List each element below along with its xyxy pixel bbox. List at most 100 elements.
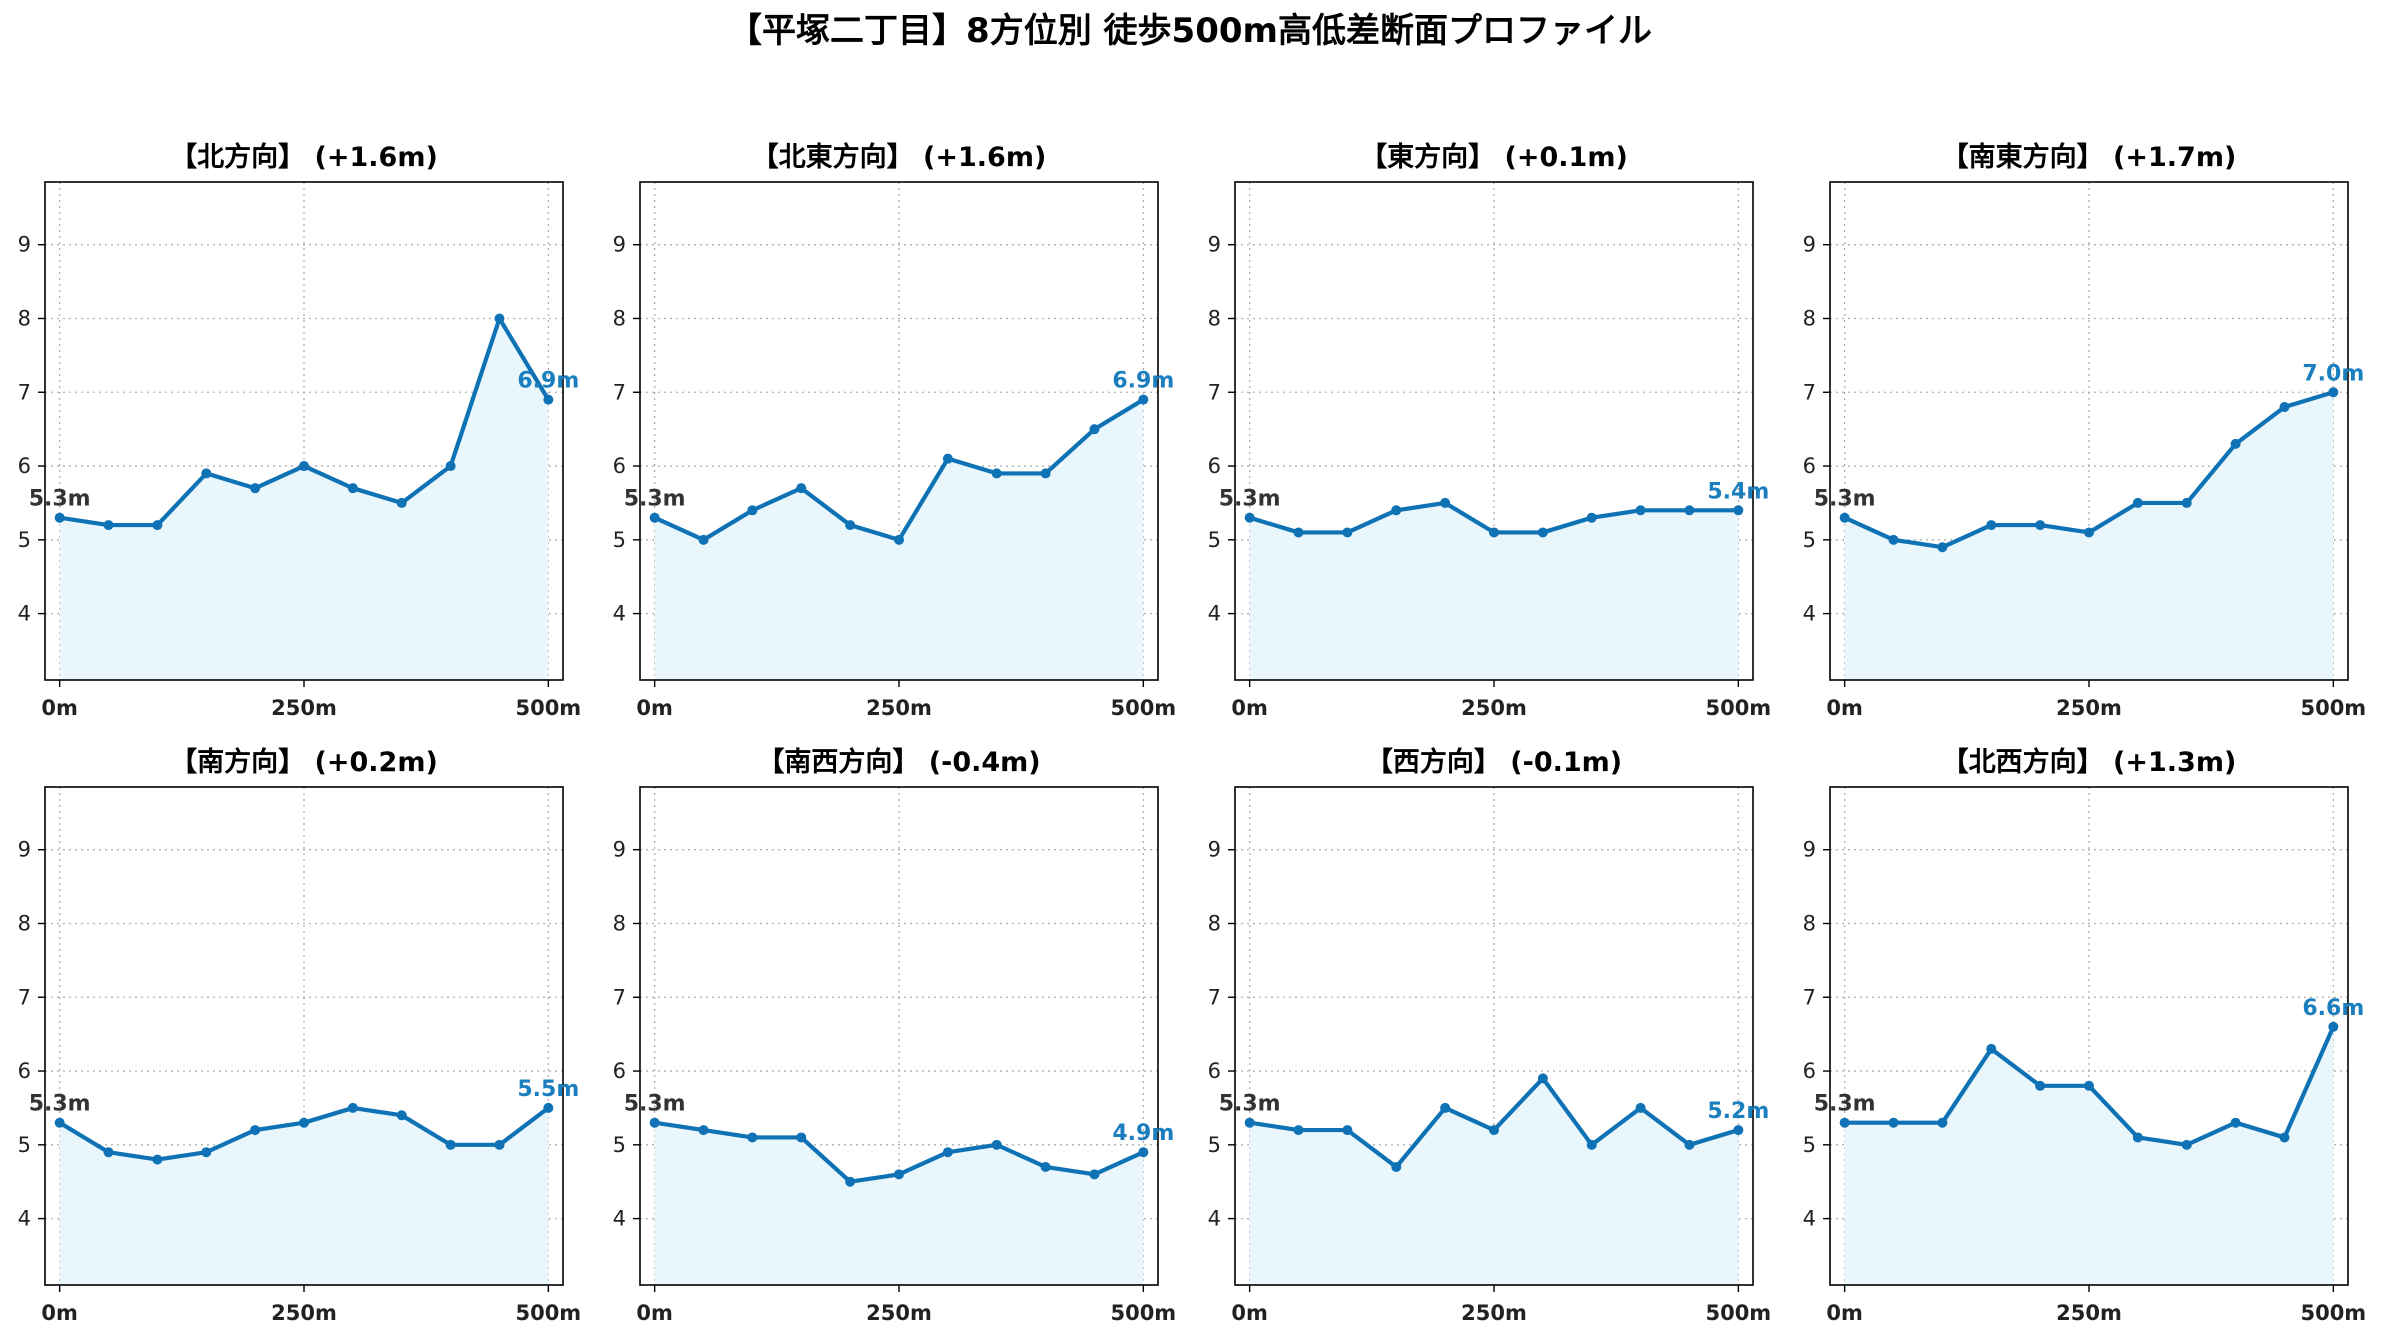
x-tick-label: 0m xyxy=(1826,696,1863,720)
data-point xyxy=(894,1169,904,1180)
panel-title: 【西方向】 (-0.1m) xyxy=(1366,746,1622,778)
start-value-label: 5.3m xyxy=(624,1092,686,1117)
y-tick-label: 4 xyxy=(1208,602,1221,626)
y-tick-label: 5 xyxy=(1208,1133,1221,1157)
data-point xyxy=(1635,505,1646,516)
data-point xyxy=(942,1147,953,1158)
data-point xyxy=(1040,1161,1051,1172)
data-point xyxy=(845,1176,856,1187)
data-point xyxy=(2084,1080,2094,1091)
start-value-label: 5.3m xyxy=(624,487,686,512)
end-value-label: 6.9m xyxy=(517,369,579,394)
data-point xyxy=(1888,534,1899,545)
panel-5: 【南方向】 (+0.2m) 0m 250m 500m 4 5 6 7 8 9 5.3m 5.5m xyxy=(18,746,582,1325)
data-point xyxy=(649,1117,660,1128)
y-tick-label: 9 xyxy=(613,838,626,862)
data-point xyxy=(2328,1021,2339,1032)
x-tick-label: 250m xyxy=(271,1301,337,1325)
data-point xyxy=(1888,1117,1899,1128)
panel-title: 【南方向】 (+0.2m) xyxy=(170,746,438,778)
panel-3: 【東方向】 (+0.1m) 0m 250m 500m 4 5 6 7 8 9 5.3m 5.4m xyxy=(1208,141,1772,720)
data-point xyxy=(2181,497,2192,508)
x-tick-label: 500m xyxy=(515,696,581,720)
y-tick-label: 9 xyxy=(1208,233,1221,257)
data-point xyxy=(2230,1117,2241,1128)
y-tick-label: 7 xyxy=(1208,380,1221,404)
data-point xyxy=(1342,527,1353,538)
data-point xyxy=(649,512,660,523)
y-tick-label: 8 xyxy=(1208,306,1221,330)
y-tick-label: 6 xyxy=(613,454,626,478)
data-point xyxy=(445,461,456,472)
end-value-label: 6.9m xyxy=(1112,369,1174,394)
data-point xyxy=(1293,1125,1304,1136)
data-point xyxy=(1537,1073,1548,1084)
y-tick-label: 8 xyxy=(18,911,31,935)
panel-6: 【南西方向】 (-0.4m) 0m 250m 500m 4 5 6 7 8 9 5.3m 4.9m xyxy=(613,746,1177,1325)
data-point xyxy=(698,534,709,545)
y-tick-label: 4 xyxy=(1803,1207,1816,1231)
data-point xyxy=(1293,527,1304,538)
data-point xyxy=(1733,1125,1744,1136)
data-point xyxy=(347,1102,358,1113)
data-point xyxy=(1391,505,1402,516)
end-value-label: 5.4m xyxy=(1707,479,1769,504)
elevation-area xyxy=(59,318,549,680)
x-tick-label: 250m xyxy=(866,696,932,720)
panel-7: 【西方向】 (-0.1m) 0m 250m 500m 4 5 6 7 8 9 5.3m 5.2m xyxy=(1208,746,1772,1325)
data-point xyxy=(494,313,505,324)
panel-8: 【北西方向】 (+1.3m) 0m 250m 500m 4 5 6 7 8 9 5.3m 6.6m xyxy=(1803,746,2367,1325)
data-point xyxy=(942,453,953,464)
data-point xyxy=(54,1117,65,1128)
elevation-area xyxy=(654,1122,1144,1285)
data-point xyxy=(2132,1132,2143,1143)
data-point xyxy=(1537,527,1548,538)
data-point xyxy=(698,1125,709,1136)
start-value-label: 5.3m xyxy=(29,1092,91,1117)
y-tick-label: 4 xyxy=(1803,602,1816,626)
y-tick-label: 4 xyxy=(18,1207,31,1231)
elevation-area xyxy=(1249,1078,1739,1285)
data-point xyxy=(747,505,758,516)
y-tick-label: 7 xyxy=(1803,380,1816,404)
x-tick-label: 500m xyxy=(1110,1301,1176,1325)
y-tick-label: 5 xyxy=(613,1133,626,1157)
data-point xyxy=(2279,402,2290,413)
data-point xyxy=(1986,520,1997,531)
data-point xyxy=(347,483,358,494)
x-tick-label: 250m xyxy=(271,696,337,720)
data-point xyxy=(796,483,807,494)
panel-title: 【南東方向】 (+1.7m) xyxy=(1942,141,2237,173)
data-point xyxy=(1244,512,1255,523)
y-tick-label: 8 xyxy=(18,306,31,330)
x-tick-label: 500m xyxy=(1705,1301,1771,1325)
start-value-label: 5.3m xyxy=(1219,1092,1281,1117)
y-tick-label: 5 xyxy=(18,1133,31,1157)
data-point xyxy=(1684,505,1695,516)
y-tick-label: 9 xyxy=(1803,233,1816,257)
panel-title: 【南西方向】 (-0.4m) xyxy=(757,746,1040,778)
y-tick-label: 8 xyxy=(613,306,626,330)
x-tick-label: 500m xyxy=(2300,1301,2366,1325)
y-tick-label: 5 xyxy=(1208,528,1221,552)
data-point xyxy=(1489,527,1499,538)
data-point xyxy=(2035,1080,2046,1091)
elevation-area xyxy=(59,1107,549,1285)
x-tick-label: 0m xyxy=(1231,696,1268,720)
data-point xyxy=(103,520,114,531)
elevation-area xyxy=(1844,1026,2334,1285)
data-point xyxy=(445,1139,456,1150)
y-tick-label: 7 xyxy=(18,380,31,404)
data-point xyxy=(299,461,309,472)
x-tick-label: 0m xyxy=(41,1301,78,1325)
data-point xyxy=(1138,394,1149,405)
x-tick-label: 0m xyxy=(1231,1301,1268,1325)
x-tick-label: 250m xyxy=(2056,1301,2122,1325)
data-point xyxy=(103,1147,114,1158)
data-point xyxy=(152,1154,163,1165)
start-value-label: 5.3m xyxy=(29,487,91,512)
y-tick-label: 6 xyxy=(18,1059,31,1083)
data-point xyxy=(543,394,554,405)
x-tick-label: 500m xyxy=(515,1301,581,1325)
